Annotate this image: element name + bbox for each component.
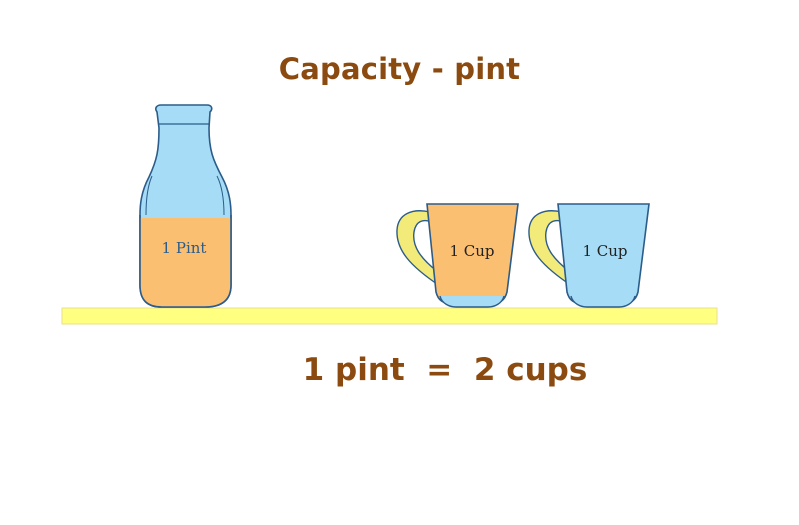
milk-bottle: 1 Pint <box>139 104 232 308</box>
cup-blue: 1 Cup <box>528 203 650 308</box>
page-title: Capacity - pint <box>278 52 521 86</box>
shelf <box>61 307 718 325</box>
bottle-label: 1 Pint <box>162 239 207 257</box>
equation-text: 1 pint = 2 cups <box>302 352 588 388</box>
cup2-label: 1 Cup <box>582 242 627 260</box>
cup-orange: 1 Cup <box>396 203 519 308</box>
cup1-label: 1 Cup <box>449 242 494 260</box>
